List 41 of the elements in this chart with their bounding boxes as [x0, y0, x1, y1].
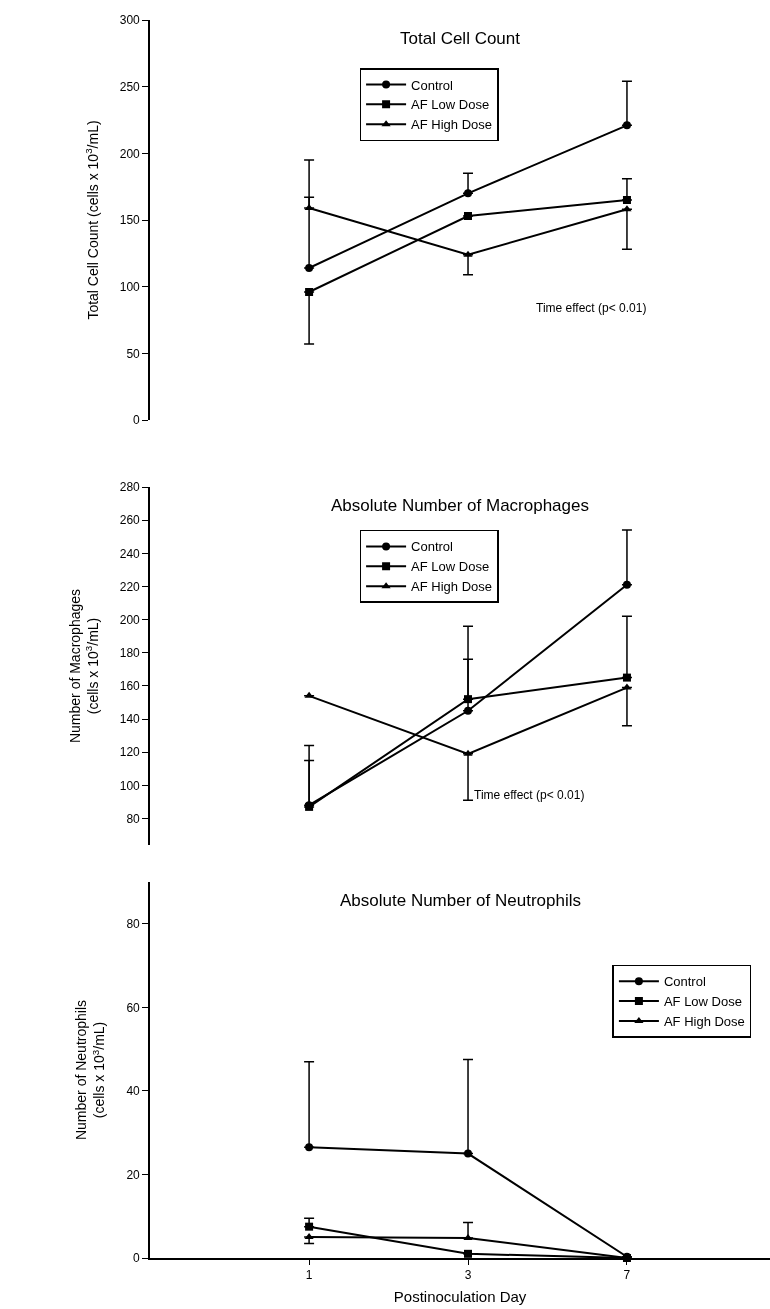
legend-label: AF High Dose	[411, 579, 492, 595]
text: Absolute Number of Macrophages	[331, 496, 589, 515]
x-axis-title: Postinoculation Day	[393, 1287, 527, 1305]
y-tick-label: 0	[133, 413, 141, 428]
y-tick-label: 200	[119, 146, 141, 161]
annotation: Time effect (p< 0.01)	[474, 788, 585, 802]
legend-label: Control	[411, 539, 454, 555]
y-tick-label: 0	[133, 1251, 141, 1266]
y-tick-label: 20	[126, 1167, 141, 1182]
y-tick-label: 260	[119, 513, 141, 528]
y-tick-label: 250	[119, 79, 141, 94]
y-tick-label: 80	[126, 811, 141, 826]
legend-label: AF Low Dose	[411, 559, 490, 575]
y-tick-label: 60	[126, 1000, 141, 1015]
y-tick-label: 200	[119, 612, 141, 627]
y-tick-label: 100	[119, 778, 141, 793]
legend-label: AF Low Dose	[411, 97, 490, 113]
legend-label: AF High Dose	[663, 1014, 745, 1030]
text: Absolute Number of Neutrophils	[340, 891, 581, 910]
y-tick-label: 40	[126, 1084, 141, 1099]
y-tick-label: 120	[119, 745, 141, 760]
y-tick-label: 220	[119, 579, 141, 594]
y-tick-label: 140	[119, 712, 141, 727]
legend-label: Control	[663, 974, 706, 990]
y-tick-label: 180	[119, 645, 141, 660]
x-tick-label: 1	[305, 1268, 313, 1283]
legend-label: AF High Dose	[411, 117, 492, 133]
y-tick-label: 300	[119, 13, 141, 28]
legend-label: Control	[411, 77, 454, 93]
x-tick-label: 3	[464, 1268, 472, 1283]
y-tick-label: 280	[119, 480, 141, 495]
y-tick-label: 240	[119, 546, 141, 561]
y-tick-label: 100	[119, 279, 141, 294]
y-tick-label: 80	[126, 916, 141, 931]
legend-label: AF Low Dose	[663, 994, 742, 1010]
annotation: Time effect (p< 0.01)	[536, 301, 647, 315]
x-tick-label: 7	[623, 1268, 631, 1283]
y-tick-label: 50	[126, 346, 141, 361]
text: Total Cell Count	[400, 29, 521, 48]
y-tick-label: 150	[119, 213, 141, 228]
y-tick-label: 160	[119, 679, 141, 694]
